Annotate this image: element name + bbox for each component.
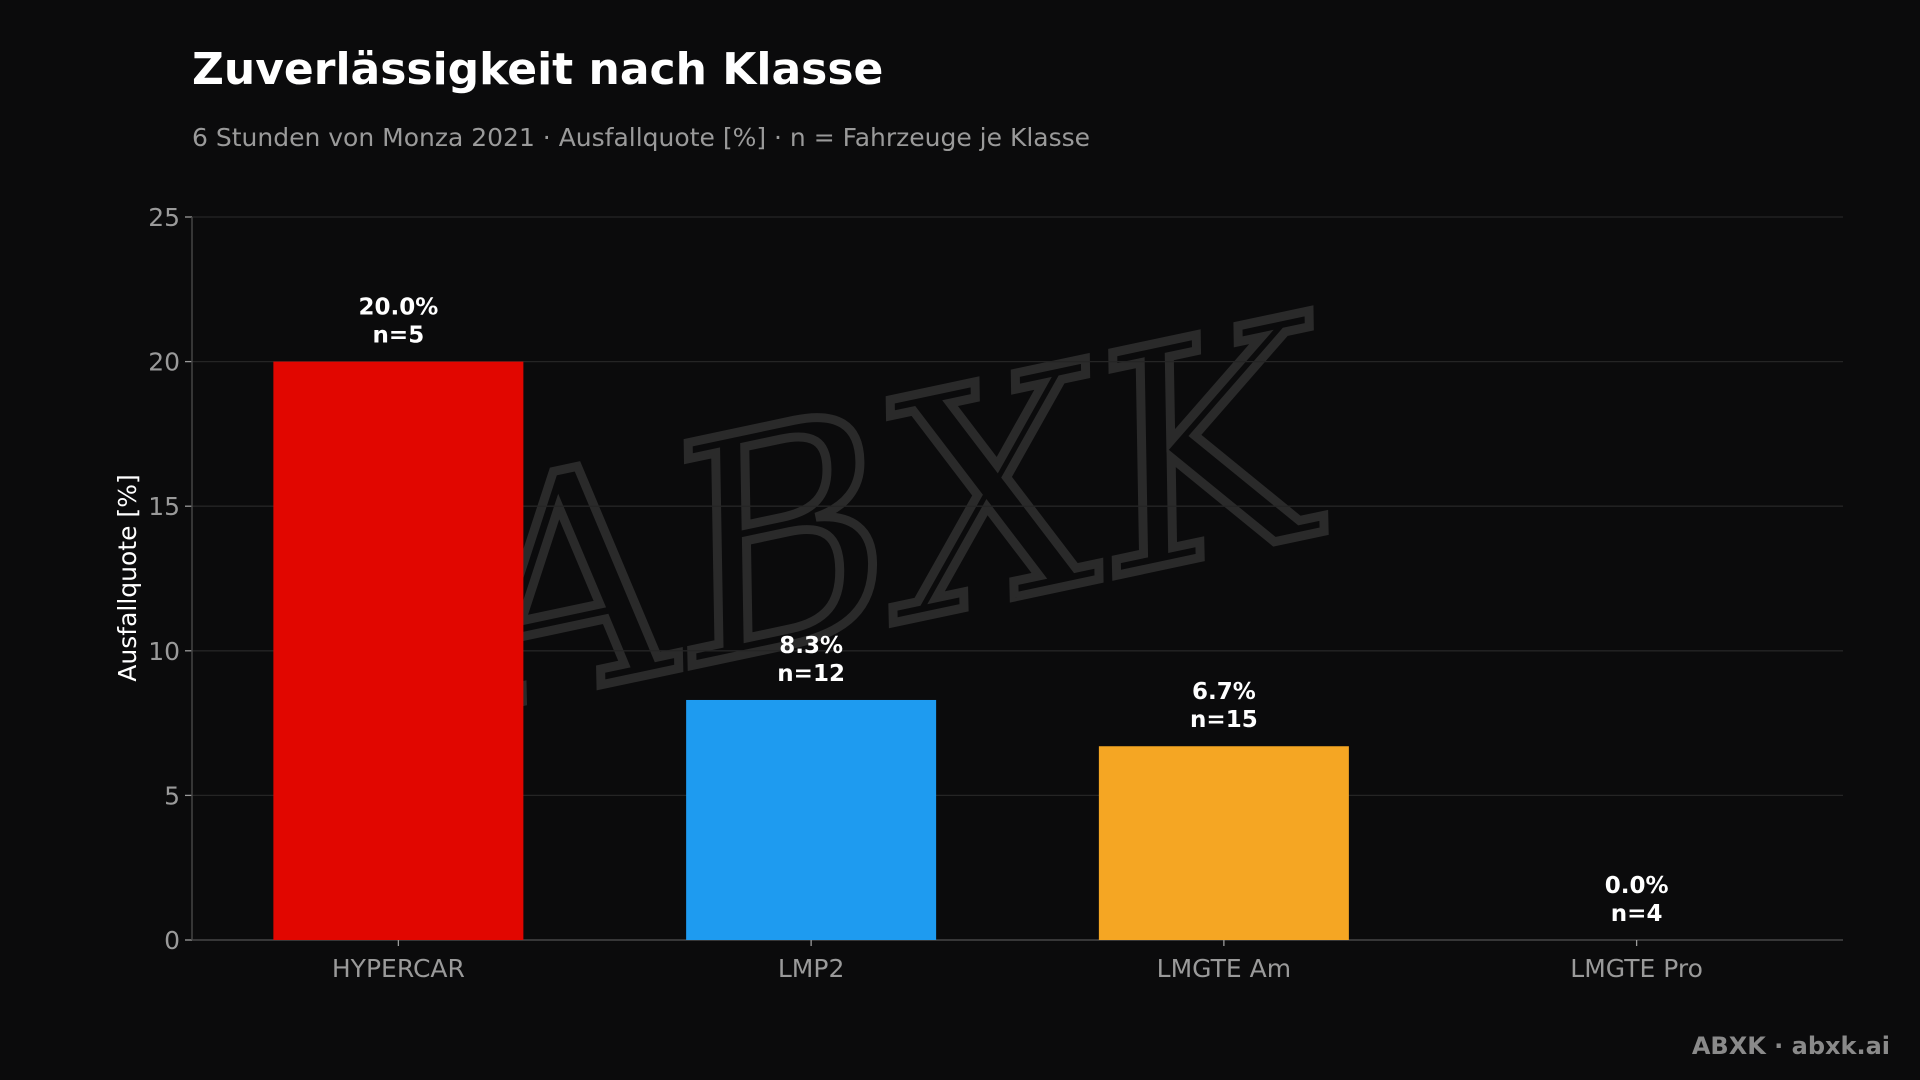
y-axis-title: Ausfallquote [%] <box>113 474 142 681</box>
bar-value-label: 0.0% <box>1605 873 1669 899</box>
bars <box>273 361 1349 941</box>
y-tick-label: 10 <box>148 637 180 666</box>
bar-n-label: n=5 <box>373 323 425 349</box>
y-tick-label: 20 <box>148 348 180 377</box>
bar-n-label: n=4 <box>1611 901 1663 927</box>
x-tick-label: LMGTE Am <box>1157 954 1291 983</box>
bar-hypercar <box>273 361 524 941</box>
bar-value-label: 8.3% <box>779 633 843 659</box>
y-tick-label: 0 <box>164 926 180 955</box>
bar-lmp2 <box>686 699 937 940</box>
chart-title: Zuverlässigkeit nach Klasse <box>192 44 884 95</box>
x-tick-label: HYPERCAR <box>332 954 465 983</box>
axes: 0 5 10 15 20 25 HYPERCAR LMP2 LMGTE Am LMGTE Pro <box>148 203 1843 983</box>
footer-brand: ABXK · abxk.ai <box>1691 1032 1890 1060</box>
y-tick-label: 5 <box>164 781 180 810</box>
y-tick-label: 15 <box>148 492 180 521</box>
bar-lmgte-am <box>1098 746 1349 940</box>
x-tick-label: LMP2 <box>778 954 844 983</box>
chart-subtitle: 6 Stunden von Monza 2021 · Ausfallquote … <box>192 123 1091 152</box>
bar-value-label: 20.0% <box>358 295 438 321</box>
x-tick-label: LMGTE Pro <box>1570 954 1703 983</box>
bar-labels: 20.0%n=5 8.3%n=12 6.7%n=15 0.0%n=4 <box>358 295 1668 927</box>
bar-n-label: n=12 <box>777 661 845 687</box>
y-tick-label: 25 <box>148 203 180 232</box>
bar-n-label: n=15 <box>1190 707 1258 733</box>
bar-value-label: 6.7% <box>1192 679 1256 705</box>
